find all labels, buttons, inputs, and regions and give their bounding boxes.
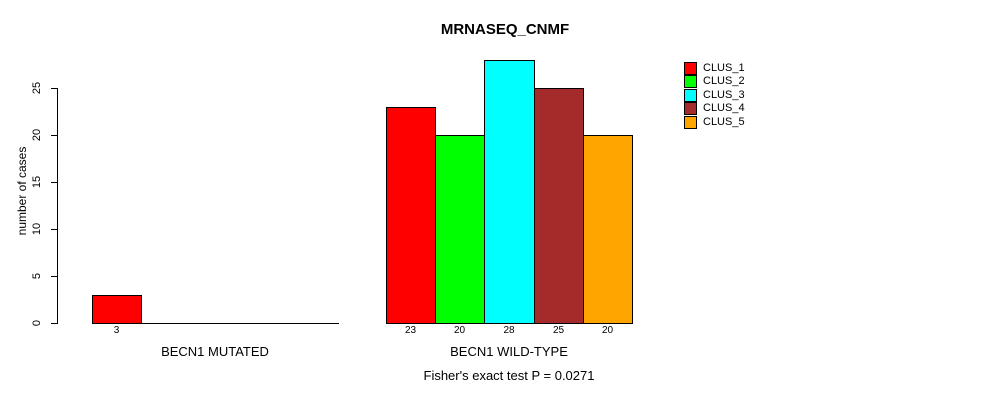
bar-becn1-mutated-clus-2: [141, 323, 191, 324]
bar-value-label: 20: [601, 325, 614, 336]
y-axis-line: [57, 88, 58, 324]
y-tick-label: 10: [31, 222, 43, 236]
legend-swatch-clus-3: [684, 89, 697, 102]
legend-item: CLUS_1: [684, 62, 745, 75]
legend-label: CLUS_3: [703, 89, 745, 101]
y-tick-label: 0: [31, 319, 43, 327]
legend-swatch-clus-2: [684, 75, 697, 88]
legend-swatch-clus-1: [684, 62, 697, 75]
bar-value-label: 28: [503, 325, 515, 336]
legend-item: CLUS_3: [684, 89, 745, 102]
bar-becn1-wild-type-clus-4: [534, 88, 584, 324]
bar-value-label: 20: [453, 325, 466, 336]
legend-item: CLUS_2: [684, 75, 745, 88]
y-axis-label: number of cases: [15, 146, 29, 236]
y-tick-label: 5: [31, 272, 43, 280]
bar-value-label: 3: [113, 325, 120, 336]
group-label-becn1-mutated: BECN1 MUTATED: [161, 344, 269, 359]
legend-label: CLUS_5: [703, 116, 745, 128]
legend-swatch-clus-5: [684, 116, 697, 129]
group-label-becn1-wild-type: BECN1 WILD-TYPE: [450, 344, 568, 359]
y-tick-mark: [51, 323, 57, 324]
legend-label: CLUS_2: [703, 75, 745, 87]
y-tick-label: 15: [31, 175, 43, 189]
legend-swatch-clus-4: [684, 102, 697, 115]
y-tick-mark: [51, 88, 57, 89]
bar-becn1-mutated-clus-1: [92, 295, 142, 324]
bar-becn1-wild-type-clus-5: [583, 135, 633, 324]
bar-value-label: 25: [552, 325, 565, 336]
legend-label: CLUS_4: [703, 102, 745, 114]
bar-becn1-wild-type-clus-2: [435, 135, 485, 324]
y-tick-label: 20: [31, 128, 43, 142]
chart-title: MRNASEQ_CNMF: [440, 21, 570, 38]
bar-becn1-mutated-clus-4: [240, 323, 290, 324]
y-tick-mark: [51, 276, 57, 277]
y-tick-mark: [51, 182, 57, 183]
bar-becn1-wild-type-clus-1: [386, 107, 436, 324]
bar-becn1-wild-type-clus-3: [484, 60, 535, 324]
legend-item: CLUS_5: [684, 116, 745, 129]
y-tick-label: 25: [31, 81, 43, 95]
bar-value-label: 23: [404, 325, 417, 336]
legend-item: CLUS_4: [684, 102, 745, 115]
legend-label: CLUS_1: [703, 62, 745, 74]
bar-becn1-mutated-clus-5: [289, 323, 339, 324]
y-tick-mark: [51, 229, 57, 230]
y-tick-mark: [51, 135, 57, 136]
bar-becn1-mutated-clus-3: [190, 323, 241, 324]
annotation-text: Fisher's exact test P = 0.0271: [423, 368, 595, 383]
